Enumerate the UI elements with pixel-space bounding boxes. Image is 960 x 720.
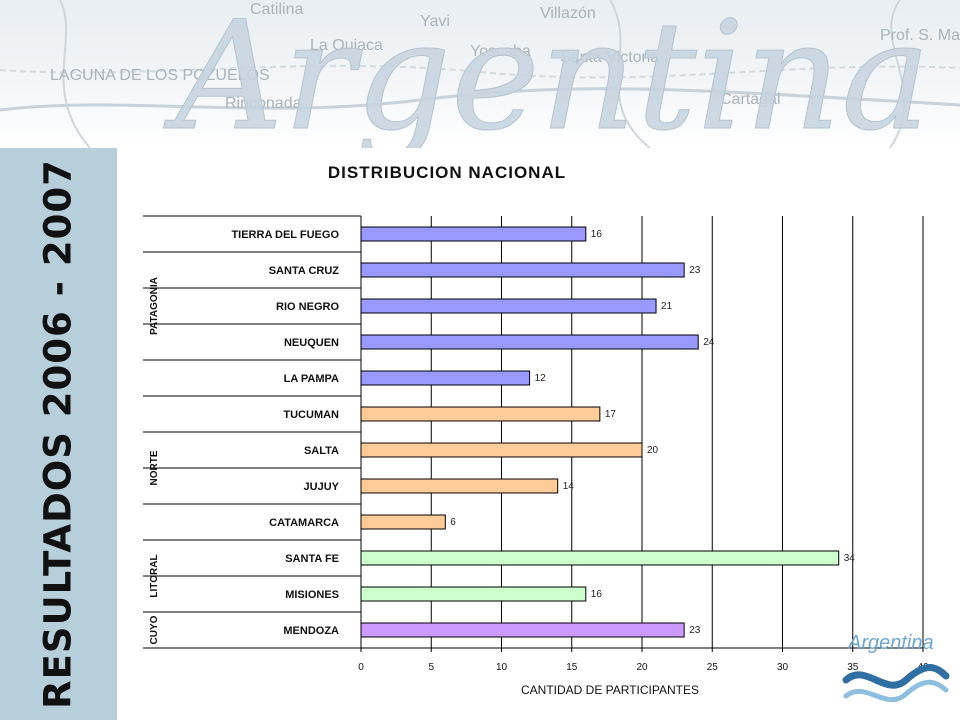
header-map-banner: Catilina Yavi Villazón La Quiaca Yoscaba Sant… [0,0,960,148]
category-label: JUJUY [304,481,340,493]
category-label: SALTA [304,445,339,457]
x-tick-label: 20 [636,662,648,673]
category-label: TIERRA DEL FUEGO [231,229,339,241]
bar [360,334,699,350]
category-label: CATAMARCA [269,517,339,529]
category-label: SANTA FE [285,553,339,565]
x-tick-label: 10 [496,662,508,673]
map-place-name: Yoscaba [470,43,531,60]
x-axis-label: CANTIDAD DE PARTICIPANTES [521,683,699,697]
group-label: LITORAL [149,554,160,597]
bar [360,478,559,494]
group-label: CUYO [149,615,160,644]
category-label: TUCUMAN [283,409,339,421]
bar [360,370,531,386]
map-place-name: Rinconada [225,95,302,112]
group-label: NORTE [149,450,160,485]
bar [360,622,685,638]
chart-title: DISTRIBUCION NACIONAL [328,163,566,182]
data-label: 23 [689,625,701,636]
group-label: PATAGONIA [149,277,160,335]
data-label: 17 [605,409,617,420]
bar [360,586,587,602]
map-place-name: Prof. S. Mazza [880,27,960,44]
side-band [0,148,117,720]
data-label: 21 [661,301,673,312]
map-place-name: Cartagal [720,91,780,108]
map-background: Catilina Yavi Villazón La Quiaca Yoscaba Sant… [0,0,960,148]
data-label: 16 [591,589,603,600]
bar [360,406,601,422]
map-place-name: Catilina [250,1,303,18]
map-place-name: Santa Victoria [560,49,659,66]
bar-chart: DISTRIBUCION NACIONAL PATAGONIA NORTE LITO… [143,163,929,697]
category-label: NEUQUEN [284,337,339,349]
side-title: RESULTADOS 2006 - 2007 [36,159,80,709]
category-label: MISIONES [285,589,339,601]
bar [360,226,587,242]
x-tick-label: 35 [847,662,859,673]
category-label: RIO NEGRO [276,301,339,313]
argentina-logo [842,664,950,703]
data-label: 20 [647,445,659,456]
data-label: 14 [563,481,575,492]
bar [360,442,643,458]
data-label: 23 [689,265,701,276]
x-tick-label: 5 [428,662,434,673]
data-label: 34 [844,553,856,564]
map-place-name: LAGUNA DE LOS POZUELOS [50,67,270,84]
argentina-decorative-word: Argentina [163,0,931,148]
category-label: LA PAMPA [284,373,339,385]
x-tick-label: 0 [358,662,364,673]
data-label: 6 [450,517,456,528]
bar [360,550,840,566]
bar [360,262,685,278]
x-tick-label: 30 [777,662,789,673]
map-place-name: La Quiaca [310,37,383,54]
data-label: 12 [535,373,547,384]
x-tick-label: 15 [566,662,578,673]
map-place-name: Villazón [540,5,596,22]
category-label: MENDOZA [283,625,339,637]
bar [360,298,657,314]
map-place-name: Yavi [420,13,450,30]
data-label: 16 [591,229,603,240]
bar [360,514,446,530]
x-tick-label: 25 [707,662,719,673]
category-label: SANTA CRUZ [269,265,340,277]
logo-text: Argentina [848,632,934,654]
data-label: 24 [703,337,715,348]
